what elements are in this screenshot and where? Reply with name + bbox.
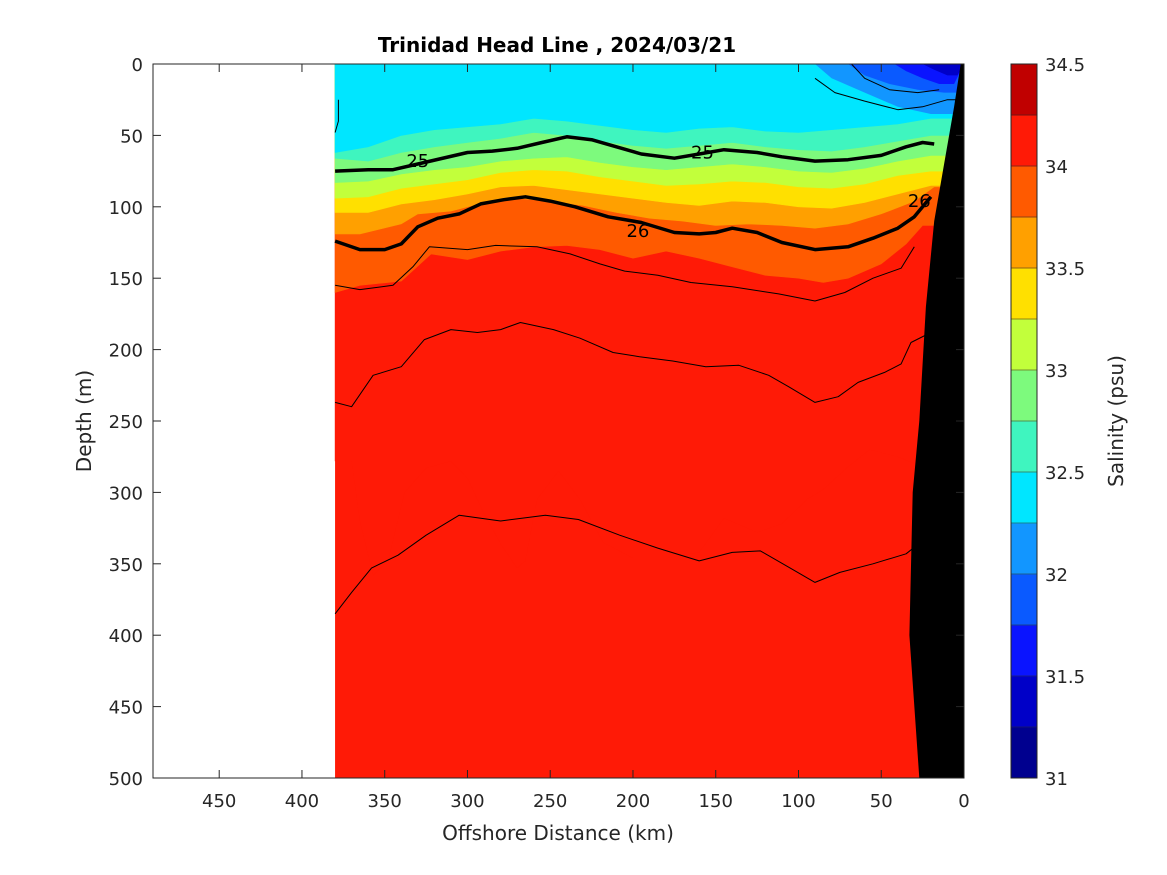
y-axis: 0 50 100 150 200 250 300 350 400 450 500 <box>109 55 964 790</box>
contour-label-text: 26 <box>908 191 931 212</box>
density-contours <box>334 64 956 615</box>
y-tick-label: 400 <box>109 626 143 647</box>
y-tick-label: 0 <box>132 55 143 76</box>
colorbar-tick-label: 34 <box>1045 157 1068 178</box>
y-tick-label: 500 <box>109 769 143 790</box>
contour-label-text: 25 <box>691 143 714 164</box>
contour-label-1: 25 <box>691 143 714 164</box>
colorbar-segment <box>1011 523 1037 575</box>
contour-labels: 25 25 26 26 <box>406 143 931 243</box>
surface-pocket-2 <box>616 64 663 100</box>
contour-line-6 <box>814 77 956 111</box>
colorbar-segment <box>1011 574 1037 626</box>
y-tick-label: 100 <box>109 198 143 219</box>
contour-line-2 <box>335 244 915 302</box>
colorbar-tick-label: 33 <box>1045 361 1068 382</box>
salinity-field <box>334 64 964 778</box>
y-tick-label: 450 <box>109 698 143 719</box>
colorbar-tick-label: 32.5 <box>1045 463 1085 484</box>
x-tick-label: 450 <box>202 791 236 812</box>
colorbar-segment <box>1011 217 1037 269</box>
colorbar-segment <box>1011 370 1037 422</box>
y-tick-label: 200 <box>109 341 143 362</box>
y-tick-label: 150 <box>109 269 143 290</box>
colorbar-segment <box>1011 676 1037 728</box>
x-tick-label: 100 <box>781 791 815 812</box>
colorbar-segment <box>1011 421 1037 473</box>
contour-line-4 <box>334 514 928 615</box>
colorbar-title: Salinity (psu) <box>1104 355 1128 487</box>
x-axis-title: Offshore Distance (km) <box>442 821 674 845</box>
colorbar-segment <box>1011 166 1037 218</box>
colorbar-segment <box>1011 268 1037 320</box>
x-tick-label: 200 <box>616 791 650 812</box>
contour-line-0 <box>335 135 935 173</box>
nearshore-band-31-25 <box>922 64 964 76</box>
contour-label-3: 26 <box>908 191 931 212</box>
y-axis-title: Depth (m) <box>72 370 96 472</box>
contour-label-0: 25 <box>406 151 429 172</box>
contour-line-7 <box>851 64 940 94</box>
y-tick-label: 300 <box>109 483 143 504</box>
y-tick-label: 50 <box>120 126 143 147</box>
seafloor-mask <box>909 64 964 778</box>
contour-line-3 <box>334 322 932 408</box>
colorbar-tick-label: 31.5 <box>1045 667 1085 688</box>
colorbar-segment <box>1011 625 1037 677</box>
colorbar-segment <box>1011 727 1037 779</box>
x-tick-label: 50 <box>870 791 893 812</box>
y-tick-label: 250 <box>109 412 143 433</box>
colorbar-tick-label: 31 <box>1045 769 1068 790</box>
contour-label-text: 26 <box>626 221 649 242</box>
x-tick-label: 0 <box>958 791 969 812</box>
y-tick-label: 350 <box>109 555 143 576</box>
x-axis: 450 400 350 300 250 200 150 100 50 0 <box>202 64 970 812</box>
seafloor <box>909 64 964 778</box>
x-tick-label: 250 <box>533 791 567 812</box>
contour-line-5 <box>334 99 339 133</box>
chart-title: Trinidad Head Line , 2024/03/21 <box>378 33 736 57</box>
x-tick-label: 350 <box>368 791 402 812</box>
colorbar: 31 31.5 32 32.5 33 33.5 34 34.5 <box>1010 55 1085 790</box>
colorbar-frame <box>1010 63 1038 779</box>
colorbar-tick-label: 32 <box>1045 565 1068 586</box>
surface-pocket-1 <box>467 64 521 93</box>
colorbar-tick-label: 33.5 <box>1045 259 1085 280</box>
colorbar-tick-label: 34.5 <box>1045 55 1085 76</box>
x-tick-label: 150 <box>699 791 733 812</box>
contour-label-text: 25 <box>406 151 429 172</box>
x-tick-label: 400 <box>285 791 319 812</box>
colorbar-segment <box>1011 472 1037 524</box>
contour-label-2: 26 <box>626 221 649 242</box>
colorbar-segment <box>1011 115 1037 167</box>
contour-line-1 <box>334 195 933 252</box>
x-tick-label: 300 <box>450 791 484 812</box>
colorbar-segment <box>1011 319 1037 371</box>
colorbar-segment <box>1011 64 1037 116</box>
